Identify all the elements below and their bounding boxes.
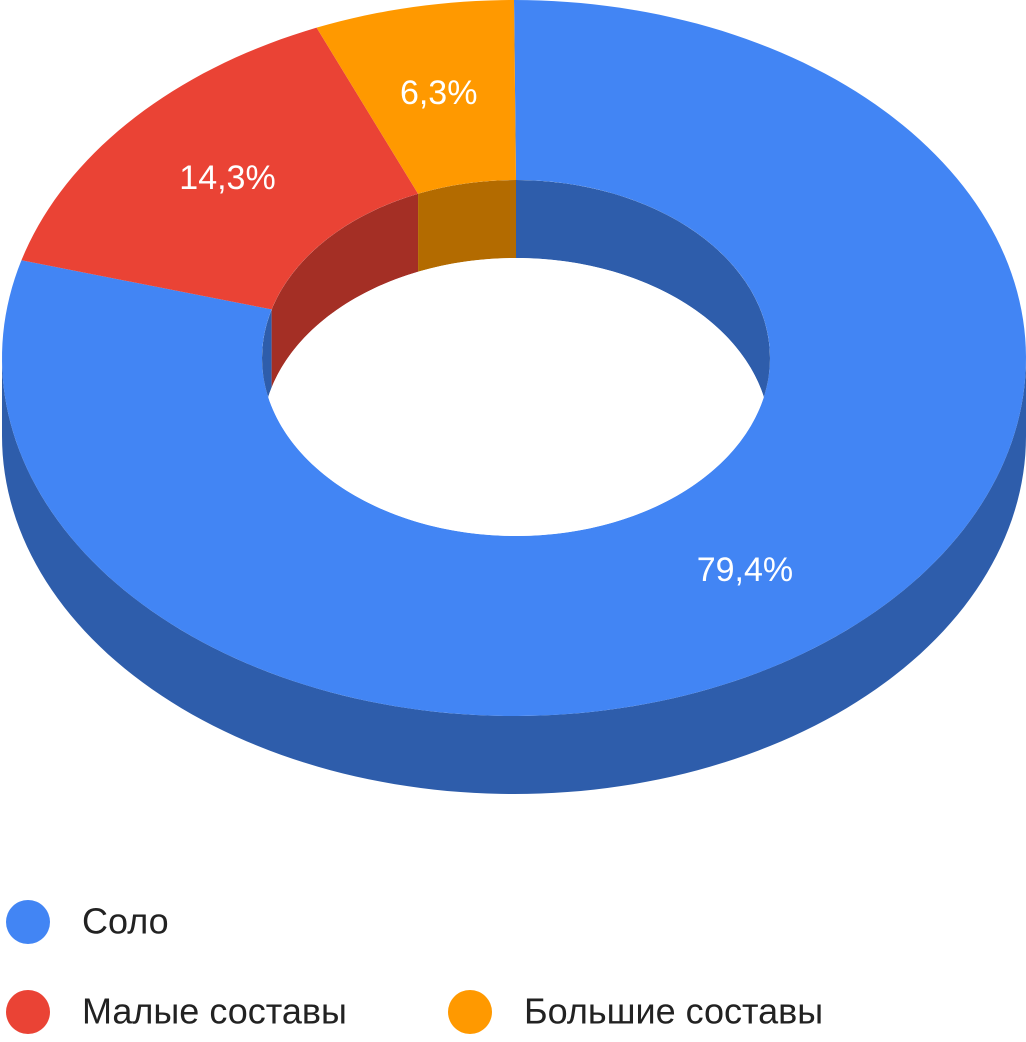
legend-label: Большие составы (524, 991, 823, 1032)
data-label: 14,3% (179, 159, 275, 197)
legend-swatch (6, 990, 50, 1034)
legend: Соло Малые составы Большие составы (6, 900, 823, 1034)
slice-inner-wall (516, 180, 770, 436)
legend-label: Соло (82, 901, 169, 942)
slice-side (2, 358, 1026, 794)
data-label: 6,3% (400, 74, 478, 112)
data-labels: 79,4% 14,3% 6,3% (179, 74, 793, 589)
slice (2, 0, 1026, 716)
slice-inner-wall (418, 180, 516, 272)
legend-swatch (448, 990, 492, 1034)
slice-inner-wall (271, 193, 419, 388)
side-walls (2, 358, 1026, 794)
legend-label: Малые составы (82, 991, 347, 1032)
legend-swatch (6, 900, 50, 944)
slices (2, 0, 1026, 716)
slice (21, 27, 419, 310)
data-label: 79,4% (697, 551, 793, 589)
slice (316, 0, 516, 194)
